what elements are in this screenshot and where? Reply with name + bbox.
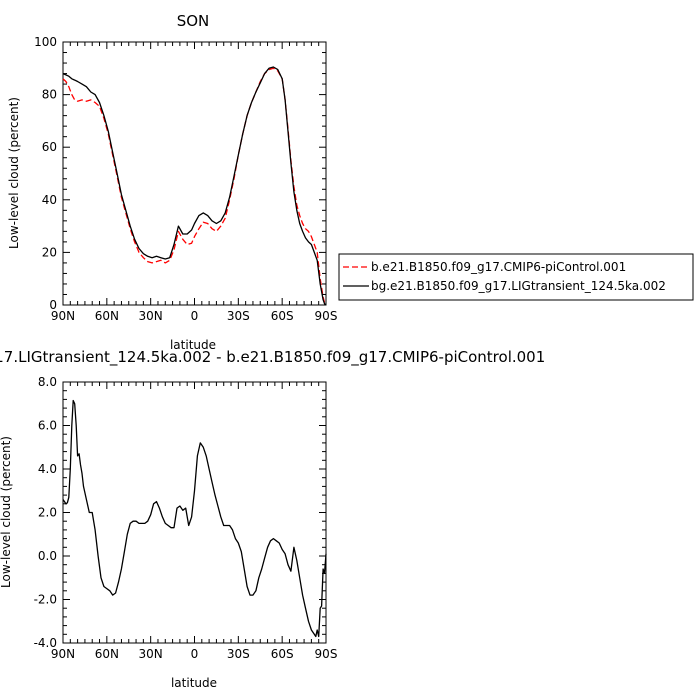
x-tick-label: 30S xyxy=(227,647,250,661)
legend-box xyxy=(338,253,694,301)
chart-title: bg.e21.B1850.f09_g17.LIGtransient_124.5k… xyxy=(0,348,545,367)
y-tick-label: 20 xyxy=(42,245,57,259)
x-tick-label: 90S xyxy=(315,309,338,323)
x-tick-label: 90N xyxy=(51,647,75,661)
chart-top: SON 90N 60N 30N 0 30S 60S 90S 0 20 40 60 80 100 lati… xyxy=(7,12,694,352)
y-tick-label: 8.0 xyxy=(38,375,57,389)
x-axis-label: latitude xyxy=(170,338,216,352)
chart-title: SON xyxy=(177,12,210,30)
y-tick-label: 80 xyxy=(42,88,57,102)
y-tick-label: 60 xyxy=(42,140,57,154)
legend: b.e21.B1850.f09_g17.CMIP6-piControl.001b… xyxy=(338,253,694,301)
x-tick-label: 60S xyxy=(271,647,294,661)
legend-entry: bg.e21.B1850.f09_g17.LIGtransient_124.5k… xyxy=(371,279,666,293)
x-tick-label: 0 xyxy=(191,647,199,661)
x-tick-label: 0 xyxy=(191,309,199,323)
y-tick-label: 2.0 xyxy=(38,506,57,520)
y-axis-label: Low-level cloud (percent) xyxy=(0,436,13,588)
y-tick-label: 0.0 xyxy=(38,549,57,563)
y-tick-label: 40 xyxy=(42,193,57,207)
y-axis-label: Low-level cloud (percent) xyxy=(7,97,21,249)
y-tick-label: 4.0 xyxy=(38,462,57,476)
x-tick-label: 30N xyxy=(139,647,163,661)
x-tick-label: 90S xyxy=(315,647,338,661)
y-tick-label: -2.0 xyxy=(34,593,57,607)
y-tick-label: 0 xyxy=(49,298,57,312)
chart-bottom: bg.e21.B1850.f09_g17.LIGtransient_124.5k… xyxy=(0,348,545,690)
x-tick-label: 60N xyxy=(95,309,119,323)
legend-entry: b.e21.B1850.f09_g17.CMIP6-piControl.001 xyxy=(371,260,626,274)
x-tick-label: 60N xyxy=(95,647,119,661)
plot-area: 90N 60N 30N 0 30S 60S 90S -4.0 -2.0 0.0 2.0 4.0 6.0 8… xyxy=(34,375,338,661)
x-tick-label: 60S xyxy=(271,309,294,323)
series-line xyxy=(62,66,327,306)
series-line xyxy=(62,399,327,638)
y-tick-label: -4.0 xyxy=(34,636,57,650)
x-axis-label: latitude xyxy=(171,676,217,690)
x-tick-label: 90N xyxy=(51,309,75,323)
y-tick-label: 100 xyxy=(34,35,57,49)
series-line xyxy=(62,67,327,306)
x-tick-label: 30S xyxy=(227,309,250,323)
y-tick-label: 6.0 xyxy=(38,419,57,433)
x-tick-label: 30N xyxy=(139,309,163,323)
plot-area: 90N 60N 30N 0 30S 60S 90S 0 20 40 60 80 100 xyxy=(34,35,337,323)
plot-frame xyxy=(62,41,327,306)
plot-frame xyxy=(62,381,327,644)
